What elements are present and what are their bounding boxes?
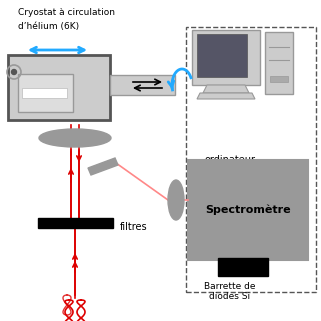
Bar: [110, 75, 175, 95]
Text: filtres: filtres: [120, 222, 148, 232]
Polygon shape: [197, 93, 255, 99]
Circle shape: [12, 70, 16, 74]
Text: Spectromètre: Spectromètre: [205, 205, 291, 215]
Bar: [18, 74, 73, 112]
Bar: [270, 76, 288, 82]
Bar: [8, 55, 110, 120]
Bar: [218, 258, 268, 276]
Ellipse shape: [39, 129, 111, 147]
Text: ordinateur: ordinateur: [204, 155, 256, 165]
Bar: [38, 218, 113, 228]
Bar: [188, 160, 308, 260]
Bar: [265, 32, 293, 94]
Polygon shape: [203, 85, 249, 93]
Text: Barrette de
diodes Si: Barrette de diodes Si: [204, 282, 256, 301]
Bar: [197, 34, 247, 77]
Bar: [186, 27, 316, 292]
Bar: [22, 88, 67, 98]
Ellipse shape: [168, 180, 184, 220]
Bar: [192, 30, 260, 85]
Text: Cryostat à circulation: Cryostat à circulation: [18, 8, 115, 17]
Polygon shape: [88, 158, 118, 175]
Text: d’hélium (6K): d’hélium (6K): [18, 22, 79, 31]
